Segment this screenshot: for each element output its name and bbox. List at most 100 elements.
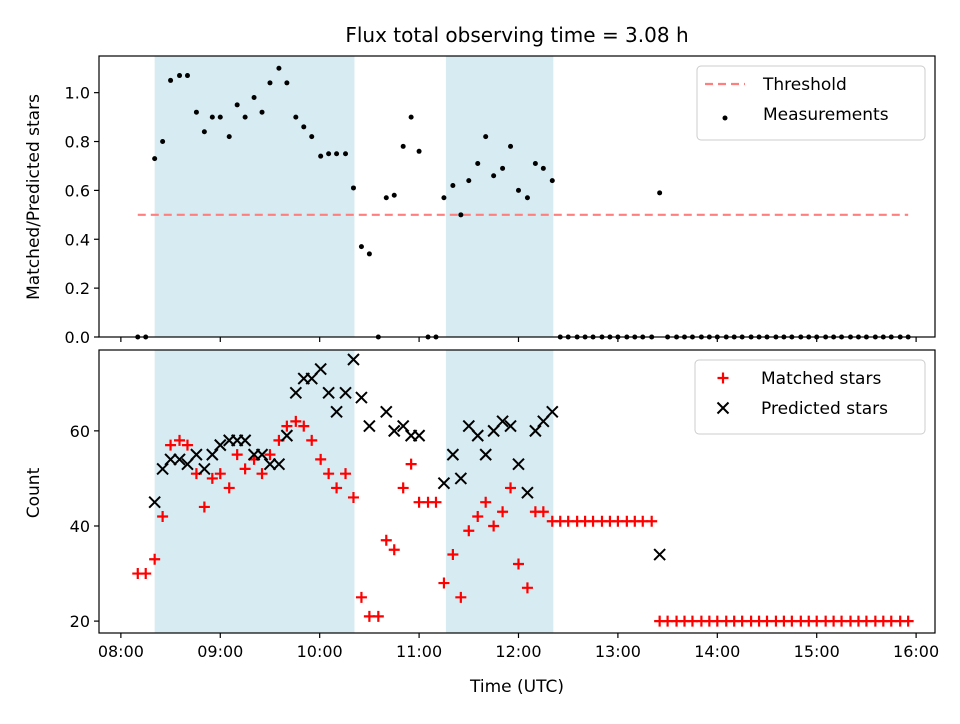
x-tick-label: 08:00 xyxy=(98,642,144,661)
measurement-point xyxy=(383,195,389,201)
matched-star-point xyxy=(206,472,218,484)
chart-title: Flux total observing time = 3.08 h xyxy=(345,23,688,47)
predicted-star-point xyxy=(190,448,203,461)
matched-star-point xyxy=(231,449,243,461)
matched-star-point xyxy=(181,439,193,451)
matched-star-point xyxy=(521,582,533,594)
measurement-point xyxy=(267,80,273,86)
x-tick-label: 15:00 xyxy=(794,642,840,661)
measurement-point xyxy=(524,195,530,201)
legend-matched-swatch xyxy=(717,372,729,384)
measurement-point xyxy=(450,183,456,189)
measurement-point xyxy=(242,114,248,120)
matched-star-point xyxy=(281,420,293,432)
matched-star-point xyxy=(430,496,442,508)
matched-star-point xyxy=(214,468,226,480)
matched-star-point xyxy=(140,568,152,580)
measurement-point xyxy=(326,151,332,157)
matched-star-point xyxy=(331,482,343,494)
measurement-point xyxy=(259,109,265,115)
measurement-point xyxy=(343,151,349,157)
plot-frame xyxy=(98,55,936,338)
predicted-star-point xyxy=(263,457,277,471)
matched-star-point xyxy=(455,591,467,603)
predicted-star-point xyxy=(446,448,460,461)
measurement-point xyxy=(458,212,464,218)
x-axis-label: Time (UTC) xyxy=(469,677,564,697)
x-tick-label: 11:00 xyxy=(396,642,442,661)
predicted-star-point xyxy=(454,472,468,485)
measurement-point xyxy=(301,124,307,130)
measurement-point xyxy=(152,156,158,162)
x-tick-label: 12:00 xyxy=(495,642,541,661)
predicted-star-point xyxy=(388,424,401,438)
measurement-point xyxy=(309,134,315,140)
predicted-star-point xyxy=(380,405,393,419)
measurement-point xyxy=(358,244,364,250)
matched-star-point xyxy=(315,453,327,465)
legend-label: Measurements xyxy=(763,105,889,125)
count-panel: 20 40 60 08:00 09:00 10:00 11:00 12:00 13:00 14:0… xyxy=(70,349,939,661)
predicted-star-point xyxy=(289,386,303,400)
matched-star-point xyxy=(405,458,417,470)
y-tick-label: 0.6 xyxy=(65,181,90,200)
measurement-point xyxy=(491,173,497,179)
matched-star-point xyxy=(239,463,251,475)
predicted-star-point xyxy=(462,419,475,433)
measurement-point xyxy=(201,129,207,135)
y-axis-label-count: Count xyxy=(24,467,44,518)
legend-label: Predicted stars xyxy=(761,399,888,419)
legend-predicted-swatch xyxy=(716,401,730,415)
predicted-star-point xyxy=(363,419,376,433)
predicted-star-point xyxy=(181,457,194,471)
measurement-point xyxy=(276,65,282,71)
predicted-star-point xyxy=(156,462,169,476)
measurement-point xyxy=(391,192,397,198)
predicted-star-point xyxy=(437,476,451,490)
predicted-star-point xyxy=(214,438,227,452)
measurement-point xyxy=(508,143,514,149)
measurement-point xyxy=(400,143,406,149)
measurement-point xyxy=(160,139,166,145)
measurement-point xyxy=(193,109,199,115)
matched-star-point xyxy=(290,415,302,427)
predicted-star-point xyxy=(487,424,500,438)
legend-measurement-swatch xyxy=(722,115,728,121)
matched-star-point xyxy=(149,553,161,565)
matched-star-point xyxy=(472,510,484,522)
matched-star-point xyxy=(298,420,310,432)
matched-star-point xyxy=(372,610,384,622)
measurement-point xyxy=(234,102,240,108)
predicted-star-point xyxy=(537,415,550,428)
ratio-panel: 0.0 0.2 0.4 0.6 0.8 1.0 Threshold Measurements xyxy=(65,55,936,347)
matched-star-point xyxy=(165,439,177,451)
measurement-point xyxy=(441,195,447,201)
predicted-star-point xyxy=(479,448,492,461)
predicted-star-point xyxy=(164,453,177,466)
matched-star-point xyxy=(323,468,335,480)
measurement-point xyxy=(318,153,324,159)
matched-star-point xyxy=(447,549,459,561)
predicted-star-point xyxy=(198,462,211,476)
x-tick-label: 10:00 xyxy=(297,642,343,661)
measurement-point xyxy=(293,114,299,120)
predicted-star-point xyxy=(206,448,219,461)
measurement-point xyxy=(284,80,290,86)
measurement-point xyxy=(334,151,340,157)
matched-star-point xyxy=(505,482,517,494)
predicted-star-point xyxy=(173,453,186,466)
y-tick-label: 0.0 xyxy=(65,328,90,347)
predicted-star-point xyxy=(305,372,318,385)
measurement-point xyxy=(466,178,472,184)
predicted-star-point xyxy=(272,457,286,471)
matched-star-point xyxy=(438,577,450,589)
predicted-star-point xyxy=(322,386,335,400)
y-tick-label: 20 xyxy=(70,612,90,631)
matched-star-point xyxy=(174,434,186,446)
predicted-star-point xyxy=(347,353,360,366)
measurement-point xyxy=(209,114,215,120)
observing-interval-band xyxy=(154,56,355,337)
y-tick-label: 0.2 xyxy=(65,279,90,298)
predicted-star-point xyxy=(471,429,484,442)
matched-star-point xyxy=(355,591,367,603)
